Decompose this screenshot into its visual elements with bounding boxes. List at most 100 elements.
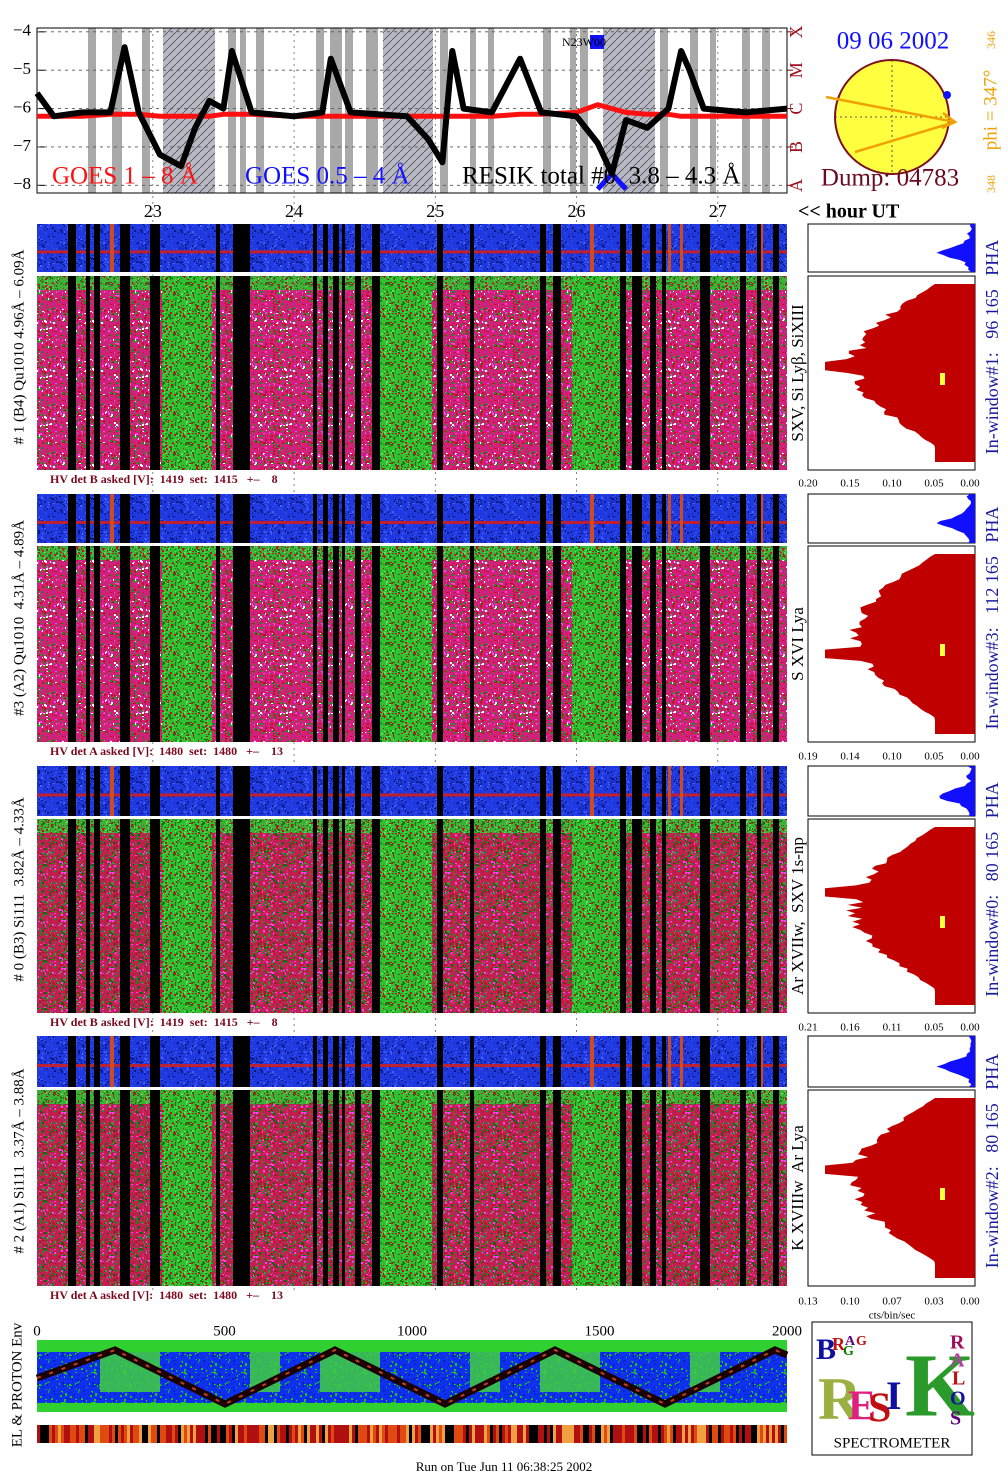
data-gap (323, 819, 328, 1013)
data-gap (313, 546, 317, 742)
data-gap (120, 546, 130, 742)
env-strip (634, 1425, 637, 1443)
logo-letter: G (856, 1334, 867, 1349)
data-gap (437, 494, 443, 543)
env-strip (52, 1425, 55, 1443)
data-gap (313, 494, 317, 543)
env-strip (61, 1425, 64, 1443)
strip-line (37, 250, 787, 254)
strip-line (590, 1036, 594, 1087)
env-strip (769, 1425, 772, 1443)
profile-tick-label: 0.05 (924, 751, 944, 763)
env-strip (445, 1425, 448, 1443)
data-gap (313, 224, 317, 272)
strip (37, 766, 787, 816)
data-gap (333, 224, 339, 272)
env-strip (706, 1425, 709, 1443)
data-gap (216, 819, 220, 1013)
data-gap (94, 1090, 100, 1286)
data-gap (553, 1036, 561, 1087)
env-strip (472, 1425, 475, 1443)
logo-letter: S (950, 1408, 961, 1430)
line-ids: K XVIIIw Ar Lya (788, 1125, 807, 1251)
strip-line (110, 1036, 114, 1087)
data-gap (333, 546, 339, 742)
y-tick-label: −5 (13, 59, 31, 78)
env-strip (46, 1425, 49, 1443)
env-strip (82, 1425, 85, 1443)
env-strip (241, 1425, 244, 1443)
env-strip (151, 1425, 154, 1443)
env-strip (367, 1425, 370, 1443)
env-strip (439, 1425, 442, 1443)
env-strip (43, 1425, 46, 1443)
env-strip (628, 1425, 631, 1443)
env-strip (310, 1425, 313, 1443)
logo-name: SPECTROMETER (834, 1435, 951, 1451)
env-strip (58, 1425, 61, 1443)
env-strip (682, 1425, 685, 1443)
profile-tick-label: 0.03 (924, 1296, 944, 1308)
env-strip (721, 1425, 724, 1443)
env-strip (340, 1425, 343, 1443)
env-strip (229, 1425, 232, 1443)
env-strip (406, 1425, 409, 1443)
env-strip (619, 1425, 622, 1443)
pha-profile (939, 766, 975, 816)
logo-letter: R (950, 1332, 965, 1354)
env-strip (664, 1425, 667, 1443)
data-gap (540, 546, 546, 742)
env-strip (400, 1425, 403, 1443)
data-gap (94, 224, 100, 272)
strip-line (590, 766, 594, 816)
strip-line (680, 1036, 683, 1087)
data-gap (620, 494, 626, 543)
data-gap (216, 224, 220, 272)
env-strip (760, 1425, 763, 1443)
data-gap (355, 819, 361, 1013)
profile-tick-label: 0.10 (882, 751, 902, 763)
env-strip (325, 1425, 328, 1443)
env-strip (481, 1425, 484, 1443)
env-strip (610, 1425, 613, 1443)
data-gap (323, 224, 328, 272)
data-gap (632, 494, 642, 543)
env-strip (55, 1425, 58, 1443)
data-gap (700, 766, 710, 816)
env-strip (745, 1425, 748, 1443)
data-gap (342, 1090, 345, 1286)
data-gap (86, 224, 90, 272)
detector-label: # 1 (B4) Qu1010 4.96Å – 6.09Å (11, 249, 27, 444)
green-band (572, 819, 622, 1013)
data-gap (470, 1036, 474, 1087)
data-gap (540, 224, 546, 272)
env-strip (187, 1425, 190, 1443)
env-strip (475, 1425, 478, 1443)
data-gap (757, 494, 761, 543)
y-tick-label: −8 (13, 174, 31, 193)
data-gap (553, 1090, 561, 1286)
env-strip (178, 1425, 181, 1443)
data-gap (86, 546, 90, 742)
data-gap (740, 276, 746, 470)
env-strip (520, 1425, 523, 1443)
data-gap (437, 766, 443, 816)
data-gap (632, 819, 642, 1013)
data-gap (437, 276, 443, 470)
env-strip (508, 1425, 511, 1443)
green-band (380, 276, 432, 470)
data-gap (342, 1036, 345, 1087)
env-strip (640, 1425, 643, 1443)
sun-arrow (825, 95, 958, 154)
data-gap (662, 276, 666, 470)
data-gap (333, 766, 339, 816)
env-strip (685, 1425, 688, 1443)
series-line (34, 44, 788, 177)
window-label: In-window#3: 112 165 PHA (982, 507, 1002, 730)
data-gap (662, 494, 666, 543)
data-gap (313, 819, 317, 1013)
data-gap (632, 546, 642, 742)
data-gap (355, 766, 361, 816)
env-strip (94, 1425, 97, 1443)
data-gap (150, 224, 160, 272)
